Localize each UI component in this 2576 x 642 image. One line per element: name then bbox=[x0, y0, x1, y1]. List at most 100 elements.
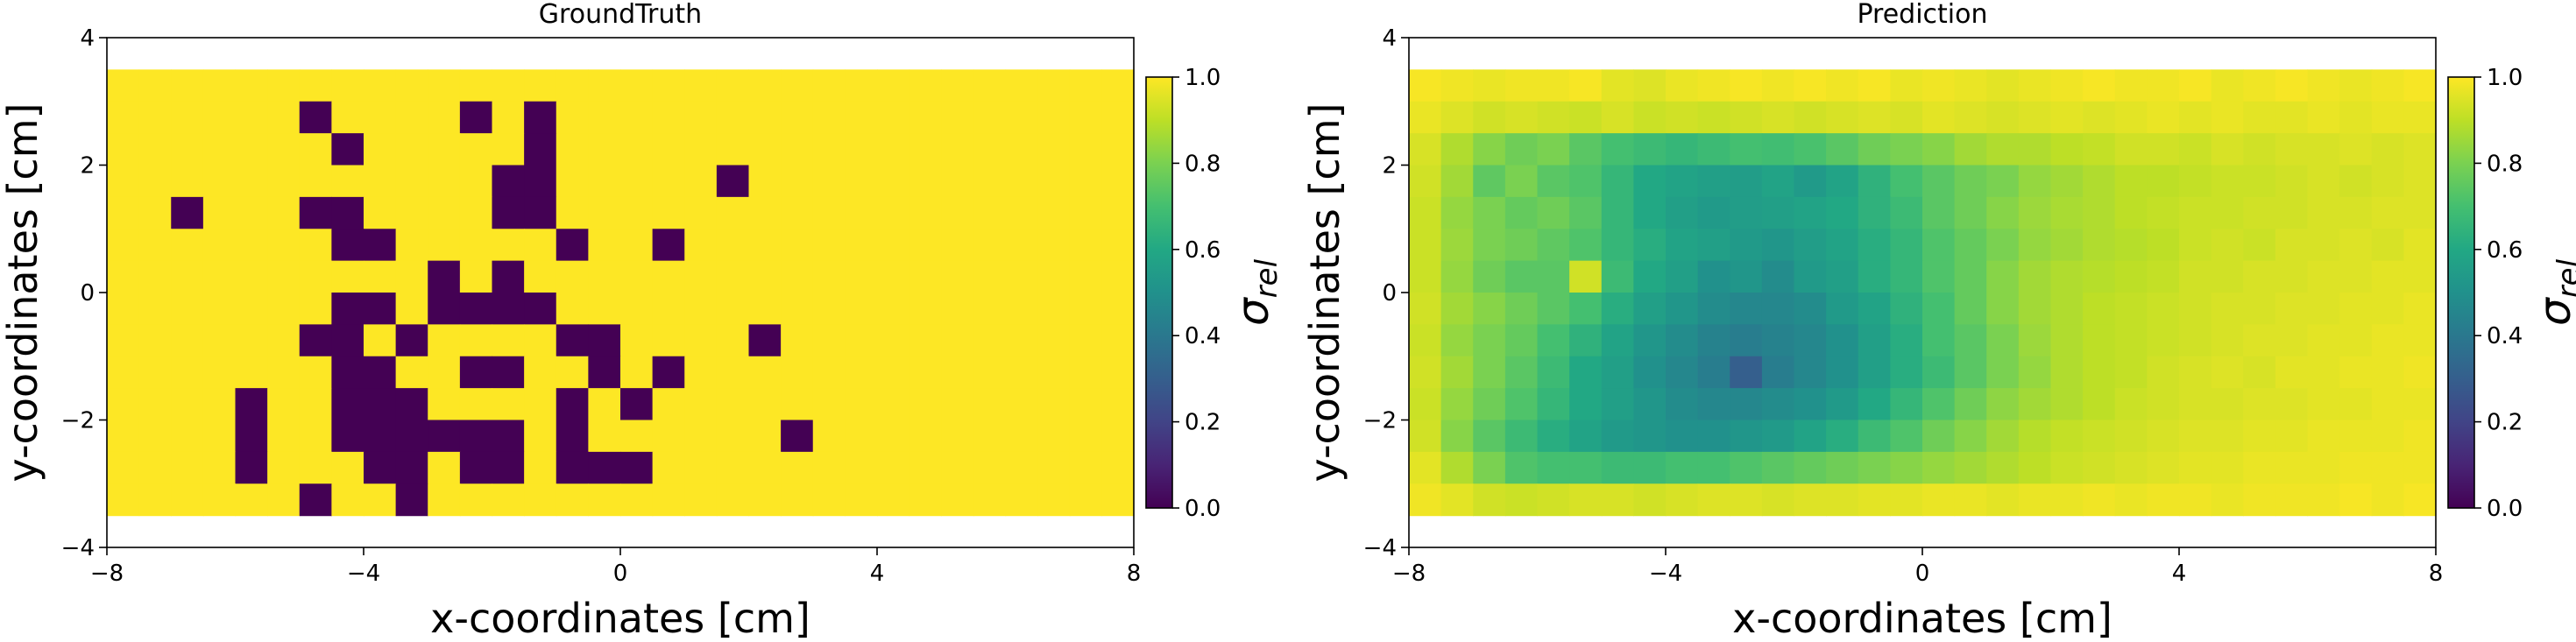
heatmap-cell bbox=[1409, 229, 1442, 262]
heatmap-cell bbox=[748, 388, 782, 421]
heatmap-cell bbox=[973, 229, 1007, 262]
heatmap-cell bbox=[2403, 451, 2437, 484]
heatmap-cell bbox=[331, 324, 364, 357]
heatmap-cell bbox=[1697, 324, 1730, 357]
heatmap-cell bbox=[428, 133, 461, 166]
heatmap-cell bbox=[395, 229, 428, 262]
heatmap-cell bbox=[428, 324, 461, 357]
heatmap-cell bbox=[2243, 483, 2276, 517]
heatmap-cell bbox=[941, 165, 974, 198]
heatmap-cell bbox=[973, 483, 1007, 517]
heatmap-cell bbox=[138, 260, 172, 293]
heatmap-cell bbox=[1826, 324, 1859, 357]
heatmap-cell bbox=[1537, 69, 1570, 102]
heatmap-cell bbox=[2083, 260, 2116, 293]
heatmap-cell bbox=[2275, 196, 2309, 229]
heatmap-cell bbox=[171, 293, 204, 325]
heatmap-cell bbox=[267, 229, 301, 262]
heatmap-cell bbox=[1794, 196, 1827, 229]
heatmap-cell bbox=[1730, 420, 1763, 453]
heatmap-cell bbox=[909, 69, 942, 102]
heatmap-cell bbox=[1069, 196, 1102, 229]
heatmap-cell bbox=[459, 483, 493, 517]
heatmap-cell bbox=[1601, 483, 1634, 517]
heatmap-cell bbox=[2211, 293, 2244, 325]
heatmap-cell bbox=[1537, 196, 1570, 229]
heatmap-cell bbox=[1697, 69, 1730, 102]
heatmap-cell bbox=[1666, 260, 1699, 293]
heatmap-cell bbox=[299, 260, 332, 293]
heatmap-cell bbox=[845, 324, 878, 357]
heatmap-cell bbox=[748, 196, 782, 229]
heatmap-cell bbox=[941, 483, 974, 517]
heatmap-cell bbox=[2050, 69, 2084, 102]
heatmap-cell bbox=[1633, 101, 1667, 134]
heatmap-cell bbox=[2371, 324, 2404, 357]
heatmap-cell bbox=[652, 69, 685, 102]
heatmap-cell bbox=[684, 324, 718, 357]
heatmap-cell bbox=[748, 101, 782, 134]
heatmap-cell bbox=[202, 101, 237, 134]
heatmap-cell bbox=[1697, 356, 1730, 389]
x-tick-label: −4 bbox=[1649, 561, 1682, 587]
heatmap-cell bbox=[1069, 165, 1102, 198]
heatmap-cell bbox=[684, 356, 718, 389]
heatmap-cell bbox=[1037, 356, 1071, 389]
heatmap-cell bbox=[1890, 260, 1923, 293]
x-ticks: −8 −4 0 4 8 bbox=[90, 547, 1141, 587]
heatmap-cell bbox=[235, 293, 268, 325]
heatmap-cell bbox=[1697, 420, 1730, 453]
heatmap-cell bbox=[1922, 165, 1956, 198]
heatmap-cell bbox=[2211, 324, 2244, 357]
heatmap-cell bbox=[459, 101, 493, 134]
heatmap-cell bbox=[1409, 260, 1442, 293]
y-ticks: −4 −2 0 2 4 bbox=[61, 25, 107, 561]
heatmap-cell bbox=[1986, 388, 2020, 421]
heatmap-cell bbox=[973, 451, 1007, 484]
heatmap-cell bbox=[1954, 293, 1987, 325]
heatmap-cell bbox=[1697, 483, 1730, 517]
heatmap-cell bbox=[716, 483, 750, 517]
heatmap-cell bbox=[1601, 293, 1634, 325]
heatmap-cell bbox=[1037, 324, 1071, 357]
heatmap-cell bbox=[845, 196, 878, 229]
heatmap-cell bbox=[2018, 133, 2052, 166]
y-tick-label: −4 bbox=[61, 535, 95, 561]
heatmap-cell bbox=[620, 388, 654, 421]
heatmap-cell bbox=[2275, 293, 2309, 325]
colorbar-label-sub: rel bbox=[1249, 258, 1284, 298]
heatmap-cell bbox=[2403, 165, 2437, 198]
colorbar-label: σrel bbox=[1228, 258, 1284, 326]
heatmap-cell bbox=[1730, 356, 1763, 389]
heatmap-cell bbox=[235, 324, 268, 357]
heatmap-cell bbox=[2018, 229, 2052, 262]
heatmap-cell bbox=[1954, 133, 1987, 166]
colorbar-label: σrel bbox=[2530, 258, 2576, 326]
heatmap-cell bbox=[2243, 388, 2276, 421]
heatmap-cell bbox=[1101, 451, 1135, 484]
heatmap-cell bbox=[620, 451, 654, 484]
heatmap-cell bbox=[2339, 451, 2373, 484]
heatmap-cell bbox=[1954, 229, 1987, 262]
heatmap-cell bbox=[2050, 229, 2084, 262]
heatmap-cell bbox=[2083, 388, 2116, 421]
heatmap-cell bbox=[364, 69, 397, 102]
heatmap-cell bbox=[1761, 101, 1795, 134]
heatmap-cell bbox=[748, 69, 782, 102]
heatmap-cell bbox=[1666, 388, 1699, 421]
heatmap-cell bbox=[459, 356, 493, 389]
heatmap-cell bbox=[138, 133, 172, 166]
heatmap-cell bbox=[171, 356, 204, 389]
heatmap-cell bbox=[588, 133, 621, 166]
heatmap-cell bbox=[2243, 451, 2276, 484]
heatmap-cell bbox=[1440, 451, 1474, 484]
heatmap-cell bbox=[2403, 483, 2437, 517]
heatmap-cell bbox=[2179, 133, 2212, 166]
heatmap-cell bbox=[428, 196, 461, 229]
heatmap-cell bbox=[2211, 101, 2244, 134]
heatmap-cell bbox=[1666, 420, 1699, 453]
heatmap-cell bbox=[1504, 133, 1539, 166]
heatmap-cell bbox=[812, 356, 846, 389]
heatmap-cell bbox=[2147, 388, 2180, 421]
heatmap-cell bbox=[492, 451, 525, 484]
